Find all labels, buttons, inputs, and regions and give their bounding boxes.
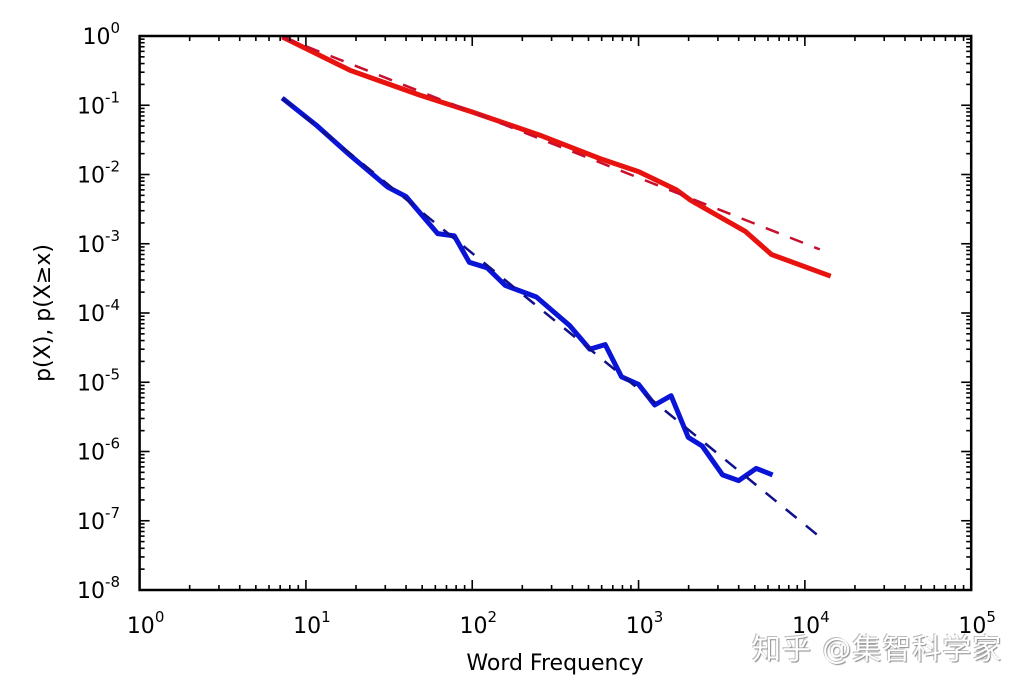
plot-frame [138,34,973,592]
y-tick-label: 10-2 [77,158,120,189]
series-p-x-x-empirical-ccdf [281,34,832,279]
y-axis-title: p(X), p(X≥x) [31,244,56,382]
y-tick-label: 10-5 [77,365,120,396]
series-p-x-power-law-fit [281,97,825,541]
x-tick-label: 104 [792,608,830,639]
y-tick-label: 10-7 [77,504,120,535]
x-tick-label: 100 [127,608,165,639]
x-tick-label: 102 [459,608,497,639]
y-tick-label: 10-8 [77,573,120,604]
x-tick-label: 105 [958,608,996,639]
x-tick-label: 103 [626,608,664,639]
series-p-x-x-power-law-fit [281,35,821,251]
y-tick-label: 10-3 [77,227,120,258]
watermark: 知乎 @集智科学家 [752,632,1003,666]
y-tick-label: 10-4 [77,296,120,327]
series-p-x-empirical-pdf [280,96,774,484]
y-tick-label: 10-1 [77,88,120,119]
series-layer [280,34,832,541]
y-tick-label: 100 [82,19,120,50]
x-tick-label: 101 [293,608,331,639]
x-axis-title: Word Frequency [466,651,643,676]
y-tick-label: 10-6 [77,435,120,466]
tick-labels: 100 101 102 103 104 105 100 10-1 10-2 10-3 10-4 10-… [77,19,996,639]
